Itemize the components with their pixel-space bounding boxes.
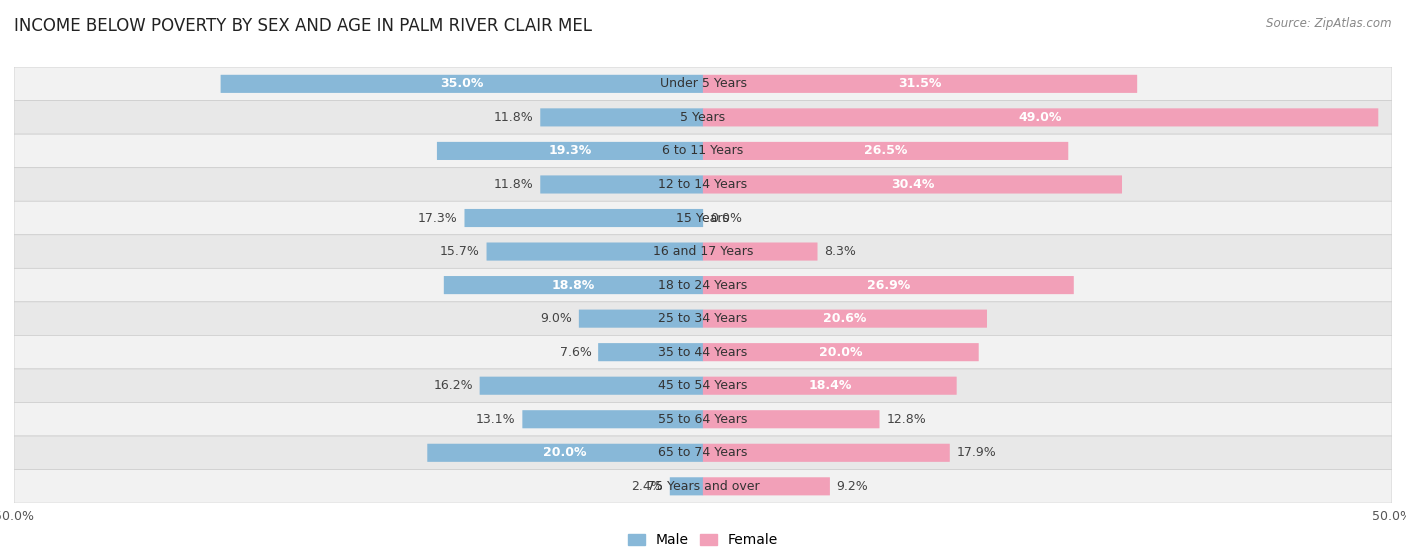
Text: 30.4%: 30.4% (891, 178, 934, 191)
FancyBboxPatch shape (14, 402, 1392, 436)
Text: 75 Years and over: 75 Years and over (647, 480, 759, 493)
FancyBboxPatch shape (703, 377, 956, 395)
FancyBboxPatch shape (427, 444, 703, 462)
Text: 20.6%: 20.6% (824, 312, 866, 325)
FancyBboxPatch shape (703, 142, 1069, 160)
FancyBboxPatch shape (14, 168, 1392, 201)
FancyBboxPatch shape (14, 67, 1392, 101)
FancyBboxPatch shape (703, 410, 880, 428)
FancyBboxPatch shape (14, 335, 1392, 369)
Text: 16.2%: 16.2% (433, 379, 472, 392)
Text: 20.0%: 20.0% (544, 446, 586, 459)
Text: 49.0%: 49.0% (1019, 111, 1063, 124)
FancyBboxPatch shape (703, 310, 987, 328)
FancyBboxPatch shape (669, 477, 703, 495)
Text: 12.8%: 12.8% (886, 413, 927, 426)
FancyBboxPatch shape (598, 343, 703, 361)
Text: 17.9%: 17.9% (956, 446, 997, 459)
FancyBboxPatch shape (703, 243, 817, 260)
Text: 18.8%: 18.8% (551, 278, 595, 292)
Text: 26.9%: 26.9% (866, 278, 910, 292)
Text: 12 to 14 Years: 12 to 14 Years (658, 178, 748, 191)
Text: 35.0%: 35.0% (440, 77, 484, 91)
Text: 9.2%: 9.2% (837, 480, 869, 493)
Text: 31.5%: 31.5% (898, 77, 942, 91)
FancyBboxPatch shape (579, 310, 703, 328)
Text: 9.0%: 9.0% (540, 312, 572, 325)
Text: 35 to 44 Years: 35 to 44 Years (658, 345, 748, 359)
FancyBboxPatch shape (703, 444, 950, 462)
Text: 17.3%: 17.3% (418, 211, 458, 225)
FancyBboxPatch shape (703, 276, 1074, 294)
Text: 6 to 11 Years: 6 to 11 Years (662, 144, 744, 158)
Text: 0.0%: 0.0% (710, 211, 742, 225)
FancyBboxPatch shape (14, 302, 1392, 335)
FancyBboxPatch shape (703, 477, 830, 495)
FancyBboxPatch shape (14, 101, 1392, 134)
FancyBboxPatch shape (14, 134, 1392, 168)
Legend: Male, Female: Male, Female (623, 528, 783, 553)
FancyBboxPatch shape (479, 377, 703, 395)
FancyBboxPatch shape (14, 369, 1392, 402)
FancyBboxPatch shape (14, 235, 1392, 268)
Text: 19.3%: 19.3% (548, 144, 592, 158)
FancyBboxPatch shape (703, 343, 979, 361)
FancyBboxPatch shape (464, 209, 703, 227)
Text: 55 to 64 Years: 55 to 64 Years (658, 413, 748, 426)
Text: 26.5%: 26.5% (863, 144, 907, 158)
Text: 5 Years: 5 Years (681, 111, 725, 124)
Text: 7.6%: 7.6% (560, 345, 592, 359)
FancyBboxPatch shape (540, 176, 703, 193)
Text: 18 to 24 Years: 18 to 24 Years (658, 278, 748, 292)
Text: 8.3%: 8.3% (824, 245, 856, 258)
FancyBboxPatch shape (703, 75, 1137, 93)
Text: 18.4%: 18.4% (808, 379, 852, 392)
FancyBboxPatch shape (703, 108, 1378, 126)
Text: 15.7%: 15.7% (440, 245, 479, 258)
Text: 65 to 74 Years: 65 to 74 Years (658, 446, 748, 459)
Text: 2.4%: 2.4% (631, 480, 664, 493)
FancyBboxPatch shape (437, 142, 703, 160)
Text: INCOME BELOW POVERTY BY SEX AND AGE IN PALM RIVER CLAIR MEL: INCOME BELOW POVERTY BY SEX AND AGE IN P… (14, 17, 592, 35)
FancyBboxPatch shape (221, 75, 703, 93)
FancyBboxPatch shape (14, 436, 1392, 470)
Text: 45 to 54 Years: 45 to 54 Years (658, 379, 748, 392)
Text: 16 and 17 Years: 16 and 17 Years (652, 245, 754, 258)
Text: Source: ZipAtlas.com: Source: ZipAtlas.com (1267, 17, 1392, 30)
FancyBboxPatch shape (540, 108, 703, 126)
FancyBboxPatch shape (14, 201, 1392, 235)
FancyBboxPatch shape (14, 268, 1392, 302)
Text: 13.1%: 13.1% (477, 413, 516, 426)
FancyBboxPatch shape (14, 470, 1392, 503)
FancyBboxPatch shape (703, 176, 1122, 193)
Text: 11.8%: 11.8% (494, 178, 533, 191)
FancyBboxPatch shape (444, 276, 703, 294)
Text: 20.0%: 20.0% (820, 345, 862, 359)
Text: Under 5 Years: Under 5 Years (659, 77, 747, 91)
Text: 25 to 34 Years: 25 to 34 Years (658, 312, 748, 325)
Text: 15 Years: 15 Years (676, 211, 730, 225)
FancyBboxPatch shape (523, 410, 703, 428)
FancyBboxPatch shape (486, 243, 703, 260)
Text: 11.8%: 11.8% (494, 111, 533, 124)
